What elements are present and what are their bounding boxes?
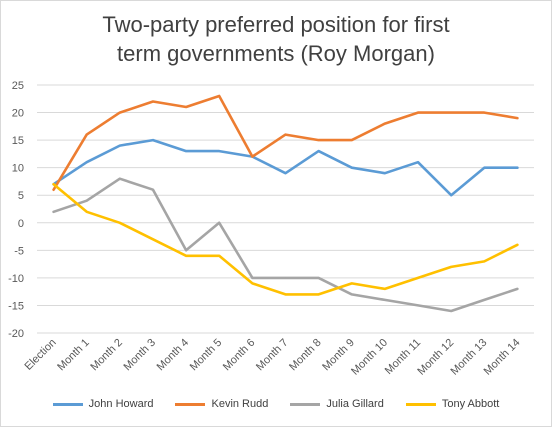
y-tick-label: 5 bbox=[18, 190, 24, 202]
legend-item: Kevin Rudd bbox=[175, 398, 268, 410]
legend-label: Kevin Rudd bbox=[211, 398, 269, 410]
y-tick-label: -10 bbox=[8, 273, 24, 285]
series-lines bbox=[52, 94, 519, 313]
legend-item: Julia Gillard bbox=[290, 398, 384, 410]
y-axis: 25 20 15 10 5 0 -5 -10 -15 -20 bbox=[8, 80, 24, 340]
legend-swatch bbox=[290, 402, 321, 406]
y-tick-label: 15 bbox=[12, 135, 24, 147]
x-tick-label: Month 6 bbox=[221, 337, 258, 374]
y-tick-label: -15 bbox=[8, 300, 24, 312]
series-line-kevin-rudd bbox=[52, 94, 519, 191]
series-line-julia-gillard bbox=[52, 177, 519, 313]
chart-title-line-1: Two-party preferred position for first bbox=[102, 12, 450, 37]
gridlines bbox=[37, 84, 534, 334]
y-tick-label: 0 bbox=[18, 218, 24, 230]
x-tick-label: Month 8 bbox=[287, 337, 324, 374]
x-tick-label: Month 14 bbox=[482, 337, 523, 378]
chart-title-line-2: term governments (Roy Morgan) bbox=[117, 41, 435, 66]
x-tick-label: Month 7 bbox=[254, 337, 291, 374]
legend: John Howard Kevin Rudd Julia Gillard Tony A… bbox=[0, 398, 552, 410]
legend-swatch bbox=[175, 402, 206, 406]
x-tick-label: Election bbox=[23, 337, 59, 373]
legend-swatch bbox=[52, 402, 83, 406]
legend-label: Julia Gillard bbox=[326, 398, 384, 410]
x-tick-label: Month 2 bbox=[88, 337, 125, 374]
y-tick-label: -20 bbox=[8, 328, 24, 340]
legend-item: John Howard bbox=[52, 398, 154, 410]
y-tick-label: 20 bbox=[12, 108, 24, 120]
legend-item: Tony Abbott bbox=[405, 398, 500, 410]
x-tick-label: Month 10 bbox=[349, 337, 390, 378]
y-tick-label: 25 bbox=[12, 80, 24, 92]
legend-label: Tony Abbott bbox=[441, 398, 500, 410]
chart-title: Two-party preferred position for first t… bbox=[0, 10, 552, 68]
y-tick-label: -5 bbox=[14, 245, 24, 257]
x-tick-label: Month 3 bbox=[121, 337, 158, 374]
x-tick-label: Month 5 bbox=[188, 337, 225, 374]
legend-swatch bbox=[405, 402, 436, 406]
legend-label: John Howard bbox=[88, 398, 154, 410]
y-tick-label: 10 bbox=[12, 163, 24, 175]
x-tick-label: Month 4 bbox=[155, 337, 192, 374]
x-tick-label: Month 1 bbox=[55, 337, 92, 374]
